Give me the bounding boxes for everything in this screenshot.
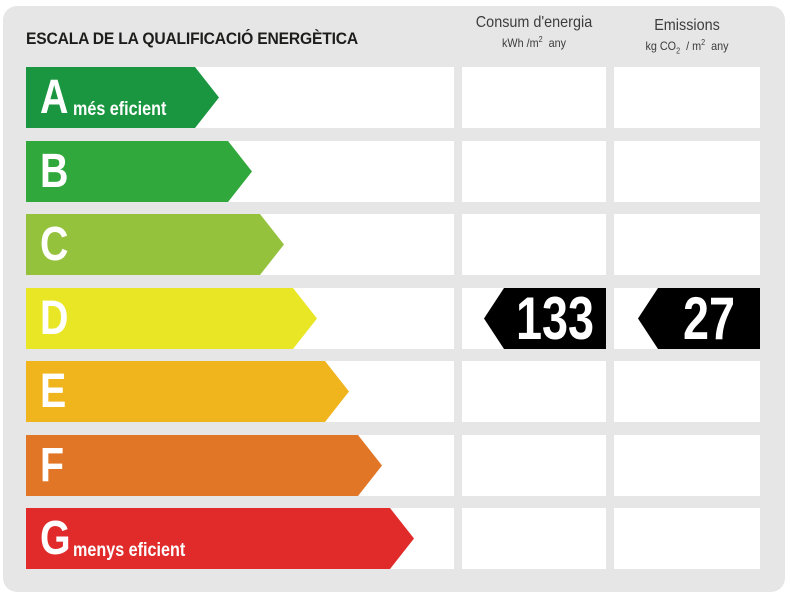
pointer-shape [484,288,606,349]
energy-cell-e [462,361,606,422]
energy-heading: Consum d'energia [475,14,593,31]
rating-letter: F [40,439,65,492]
rating-letter: B [40,145,69,198]
arrow-shape-f [26,435,382,496]
rating-letter: D [40,292,69,345]
pointer-value: 27 [682,285,736,352]
energy-cell-g [462,508,606,569]
arrow-shape-d [26,288,317,349]
energy-cell-a [462,67,606,128]
emissions-column-header: Emissions kg CO2 / m2 any [614,17,760,55]
rating-letter: G [40,512,71,565]
pointer-value: 133 [515,285,595,352]
rating-arrow-c: C [26,214,284,275]
rating-letter: C [40,218,69,271]
rating-caption: menys eficient [73,540,186,561]
emissions-cell-a [614,67,760,128]
arrow-shape-a [26,67,219,128]
rating-arrow-e: E [26,361,349,422]
emissions-cell-f [614,435,760,496]
rating-arrow-b: B [26,141,252,202]
energy-cell-b [462,141,606,202]
arrow-shape-b [26,141,252,202]
energy-column-header: Consum d'energia kWh /m2 any [462,14,606,50]
rating-arrow-f: F [26,435,382,496]
scale-title: ESCALA DE LA QUALIFICACIÓ ENERGÈTICA [26,29,358,48]
energy-unit: kWh /m2 any [501,35,567,50]
pointer-shape [638,288,760,349]
emissions-cell-g [614,508,760,569]
rating-letter: E [40,365,67,418]
emissions-result-pointer: 27 [638,288,760,349]
arrow-shape-e [26,361,349,422]
arrow-shape-c [26,214,284,275]
emissions-heading: Emissions [654,17,720,34]
emissions-cell-c [614,214,760,275]
emissions-cell-b [614,141,760,202]
rating-letter: A [40,71,69,124]
rating-caption: més eficient [73,99,167,120]
energy-cell-c [462,214,606,275]
emissions-cell-e [614,361,760,422]
arrow-shape-g [26,508,414,569]
rating-arrow-d: D [26,288,317,349]
energy-result-pointer: 133 [484,288,606,349]
emissions-unit: kg CO2 / m2 any [645,38,729,56]
energy-cell-f [462,435,606,496]
